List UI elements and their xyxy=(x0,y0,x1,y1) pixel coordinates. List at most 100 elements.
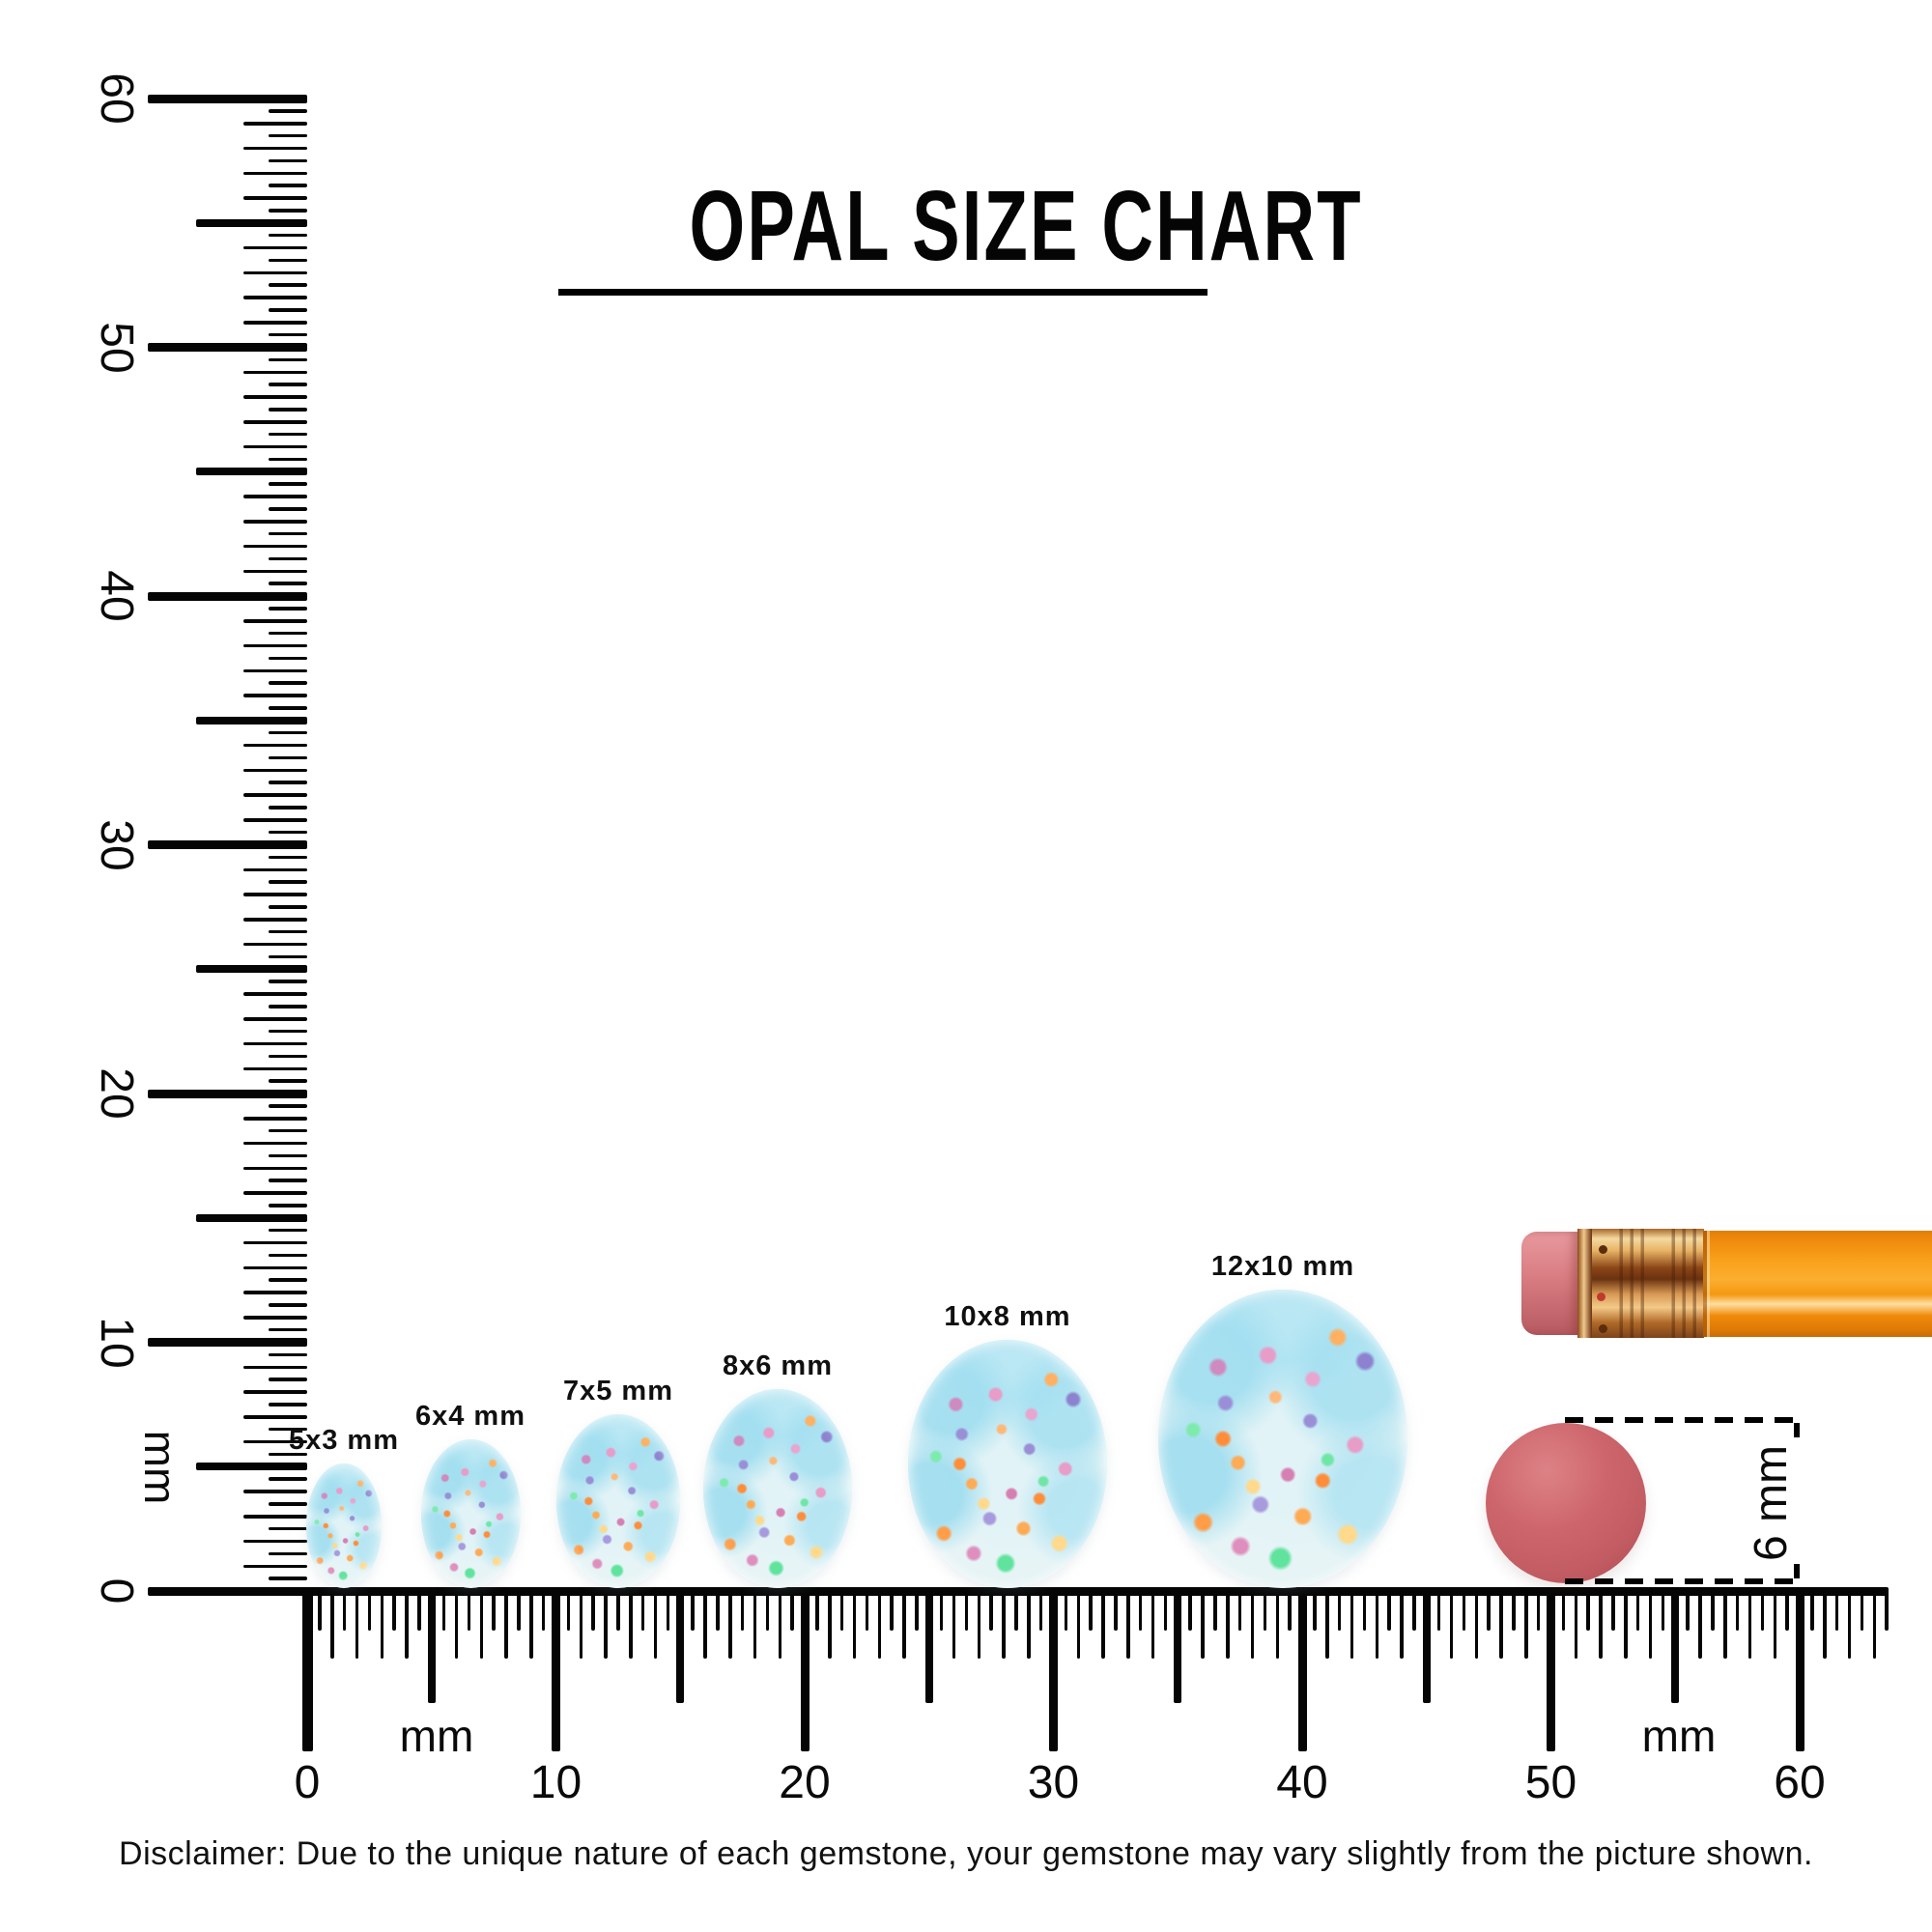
horizontal-ruler-tick xyxy=(1536,1587,1541,1631)
horizontal-ruler-tick xyxy=(790,1587,794,1631)
vertical-ruler-number: 60 xyxy=(91,72,142,125)
horizontal-ruler-tick xyxy=(427,1587,436,1703)
horizontal-ruler-tick xyxy=(778,1587,781,1659)
horizontal-ruler-tick xyxy=(753,1587,757,1659)
horizontal-ruler-number: 30 xyxy=(1027,1757,1080,1808)
horizontal-ruler-tick xyxy=(616,1587,620,1631)
vertical-ruler-tick xyxy=(269,855,307,860)
pencil-ferrule xyxy=(1577,1229,1704,1338)
horizontal-ruler-tick xyxy=(380,1587,384,1659)
vertical-ruler-tick xyxy=(269,1477,307,1481)
vertical-ruler-tick xyxy=(243,1191,307,1195)
horizontal-ruler-tick xyxy=(890,1587,894,1631)
vertical-ruler-tick xyxy=(243,1515,307,1519)
vertical-ruler-tick xyxy=(269,582,307,585)
horizontal-ruler-tick xyxy=(1661,1587,1665,1631)
horizontal-ruler-tick xyxy=(479,1587,483,1659)
vertical-ruler-tick xyxy=(243,1390,307,1394)
vertical-ruler-tick xyxy=(243,196,307,200)
page-title-text: OPAL SIZE CHART xyxy=(689,170,1363,281)
vertical-ruler-tick xyxy=(243,569,307,573)
horizontal-ruler-tick xyxy=(1313,1587,1317,1631)
dimension-end-stub xyxy=(1794,1423,1800,1437)
horizontal-ruler-tick xyxy=(1263,1587,1267,1631)
vertical-ruler-tick xyxy=(243,818,307,822)
horizontal-ruler-tick xyxy=(1049,1587,1058,1751)
vertical-ruler-tick xyxy=(243,867,307,871)
vertical-ruler-tick xyxy=(196,1463,307,1471)
horizontal-ruler-tick xyxy=(1076,1587,1080,1659)
horizontal-ruler-tick xyxy=(1387,1587,1391,1631)
horizontal-ruler-tick xyxy=(865,1587,869,1631)
vertical-ruler-tick xyxy=(269,283,307,287)
vertical-ruler-tick xyxy=(269,656,307,661)
vertical-ruler-tick xyxy=(243,495,307,498)
vertical-ruler-tick xyxy=(269,408,307,412)
vertical-ruler-tick xyxy=(269,1352,307,1357)
horizontal-ruler-tick xyxy=(1499,1587,1503,1659)
dimension-dashed-line-bottom xyxy=(1565,1578,1800,1584)
vertical-ruler-tick xyxy=(243,520,307,524)
horizontal-ruler-tick xyxy=(1834,1587,1839,1631)
vertical-ruler-number: 10 xyxy=(91,1316,142,1369)
vertical-ruler-tick xyxy=(243,245,307,250)
vertical-ruler-number: 40 xyxy=(91,570,142,622)
horizontal-ruler-tick xyxy=(1337,1587,1342,1631)
vertical-ruler-number: 0 xyxy=(91,1577,142,1605)
horizontal-ruler-number: 40 xyxy=(1276,1757,1328,1808)
vertical-ruler-tick xyxy=(269,1502,307,1506)
horizontal-ruler-tick xyxy=(1810,1587,1814,1631)
eraser-end-circle xyxy=(1486,1423,1646,1583)
horizontal-ruler-tick xyxy=(301,1587,313,1751)
horizontal-ruler-tick xyxy=(1422,1587,1431,1703)
opal-size-label: 6x4 mm xyxy=(414,1400,526,1432)
horizontal-ruler-tick xyxy=(1785,1587,1789,1631)
horizontal-ruler-tick xyxy=(765,1587,770,1631)
vertical-ruler-tick xyxy=(269,233,307,238)
horizontal-ruler-tick xyxy=(318,1587,322,1631)
horizontal-ruler-tick xyxy=(1362,1587,1367,1631)
horizontal-ruler-tick xyxy=(828,1587,832,1659)
vertical-ruler-tick xyxy=(269,482,307,486)
vertical-ruler-tick xyxy=(243,793,307,797)
vertical-ruler-tick xyxy=(148,840,307,849)
vertical-ruler-tick xyxy=(269,830,307,835)
horizontal-ruler-tick xyxy=(1635,1587,1640,1631)
vertical-ruler-tick xyxy=(243,1240,307,1245)
vertical-ruler-tick xyxy=(196,965,307,974)
vertical-ruler-tick xyxy=(243,1539,307,1544)
disclaimer-text: Disclaimer: Due to the unique nature of … xyxy=(119,1835,1813,1872)
horizontal-ruler-tick xyxy=(441,1587,446,1631)
horizontal-ruler-tick xyxy=(1002,1587,1006,1659)
vertical-ruler-tick xyxy=(243,1017,307,1021)
vertical-ruler-number: 20 xyxy=(91,1067,142,1120)
vertical-ruler-tick xyxy=(148,1586,307,1596)
vertical-ruler-tick xyxy=(243,1439,307,1444)
vertical-ruler-tick xyxy=(269,1029,307,1034)
horizontal-ruler-tick xyxy=(529,1587,533,1659)
horizontal-ruler-tick xyxy=(640,1587,645,1631)
vertical-ruler-tick xyxy=(269,357,307,362)
eraser-size-label: 6 mm xyxy=(1746,1445,1797,1561)
vertical-ruler-tick xyxy=(243,1490,307,1493)
horizontal-ruler-tick xyxy=(852,1587,857,1659)
vertical-ruler-tick xyxy=(243,942,307,947)
vertical-ruler-tick xyxy=(269,1179,307,1182)
horizontal-ruler-tick xyxy=(1027,1587,1031,1659)
horizontal-ruler-tick xyxy=(800,1587,810,1751)
ferrule-ring xyxy=(1577,1229,1592,1338)
horizontal-ruler-tick xyxy=(1138,1587,1143,1631)
horizontal-ruler-tick xyxy=(1885,1587,1889,1631)
horizontal-ruler-tick xyxy=(1237,1587,1242,1631)
vertical-ruler-tick xyxy=(269,631,307,636)
horizontal-ruler-tick xyxy=(1089,1587,1093,1631)
horizontal-ruler-tick xyxy=(691,1587,695,1631)
horizontal-ruler-tick xyxy=(1250,1587,1255,1659)
horizontal-ruler-tick xyxy=(676,1587,685,1703)
horizontal-ruler-unit: mm xyxy=(1641,1711,1717,1761)
vertical-ruler-tick xyxy=(269,1128,307,1133)
horizontal-ruler-tick xyxy=(839,1587,844,1631)
dimension-end-stub xyxy=(1794,1564,1800,1578)
horizontal-ruler-tick xyxy=(1512,1587,1516,1631)
